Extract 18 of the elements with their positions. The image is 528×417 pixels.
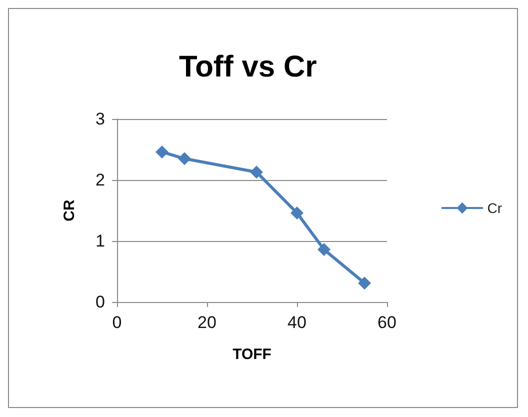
y-axis-title: CR <box>61 200 78 222</box>
y-tick-label: 0 <box>96 292 105 312</box>
point <box>290 206 304 220</box>
legend-label: Cr <box>487 200 502 216</box>
x-tick-label: 40 <box>288 313 306 332</box>
chart-title: Toff vs Cr <box>179 50 318 84</box>
point <box>156 145 168 158</box>
y-tick-label: 1 <box>96 232 105 250</box>
y-tick-label: 2 <box>96 170 105 190</box>
point <box>178 152 191 166</box>
point <box>318 243 330 256</box>
x-tick-label: 0 <box>112 313 122 332</box>
y-tick-label: 3 <box>96 110 105 128</box>
x-tick-label: 60 <box>378 313 396 332</box>
point <box>358 276 371 290</box>
point <box>250 166 263 179</box>
x-tick-label: 20 <box>198 313 216 332</box>
x-axis-title: TOFF <box>232 346 272 363</box>
